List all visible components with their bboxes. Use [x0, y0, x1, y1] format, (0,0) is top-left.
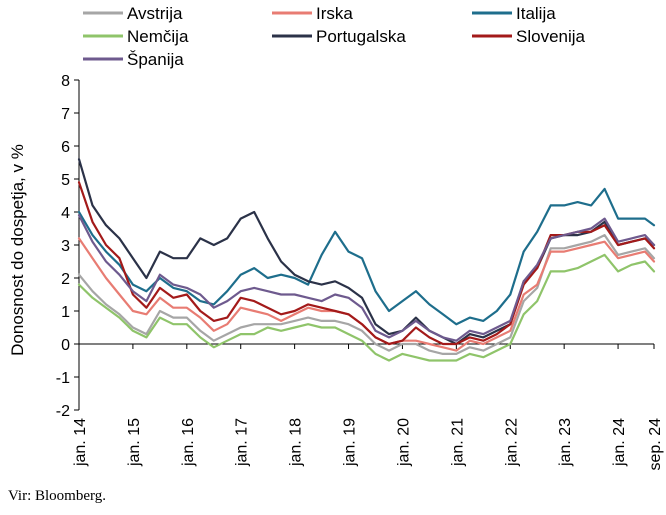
chart-series: [77, 158, 656, 362]
series-line-španija: [77, 214, 656, 342]
series-line-avstrija: [77, 234, 656, 355]
y-tick-label: 5: [61, 172, 70, 189]
x-tick-label: jan. 23: [557, 418, 574, 467]
y-tick-label: -2: [56, 403, 70, 420]
y-tick-label: 7: [61, 106, 70, 123]
legend-label: Nemčija: [127, 27, 189, 46]
y-tick-label: 1: [61, 304, 70, 321]
x-tick-labels: jan. 14 jan. 15 jan. 16 jan. 17 jan. 18 jan. …: [72, 344, 664, 470]
legend-label: Avstrija: [127, 4, 183, 23]
y-tick-labels: -2 -1 0 1 2 3 4 5 6 7 8: [56, 73, 79, 420]
y-tick-label: 3: [61, 238, 70, 255]
legend-label: Slovenija: [516, 27, 586, 46]
legend-label: Portugalska: [316, 27, 406, 46]
y-axis-label: Donosnost do dospetja, v %: [8, 144, 27, 356]
x-tick-label: sep. 24: [647, 418, 664, 471]
x-tick-label: jan. 21: [449, 418, 466, 467]
x-tick-label: jan. 15: [126, 418, 143, 467]
series-line-italija: [77, 187, 656, 326]
y-tick-label: 2: [61, 271, 70, 288]
x-tick-label: jan. 16: [180, 418, 197, 467]
x-tick-label: jan. 19: [342, 418, 359, 467]
legend-label: Španija: [127, 50, 184, 69]
y-tick-label: 6: [61, 139, 70, 156]
x-tick-label: jan. 14: [72, 418, 89, 467]
legend-label: Italija: [516, 4, 556, 23]
y-tick-label: 8: [61, 73, 70, 90]
legend-label: Irska: [316, 4, 353, 23]
y-tick-label: 4: [61, 205, 70, 222]
x-tick-label: jan. 22: [503, 418, 520, 467]
x-tick-label: jan. 24: [611, 418, 628, 467]
series-line-nemčija: [77, 253, 656, 362]
x-tick-label: jan. 17: [234, 418, 251, 467]
x-tick-label: jan. 18: [288, 418, 305, 467]
x-tick-label: jan. 20: [395, 418, 412, 467]
chart-legend: Avstrija Irska Italija Nemčija Portugalska Sl…: [83, 4, 586, 69]
y-tick-label: 0: [61, 337, 70, 354]
y-tick-label: -1: [56, 370, 70, 387]
source-note: Vir: Bloomberg.: [8, 488, 106, 504]
